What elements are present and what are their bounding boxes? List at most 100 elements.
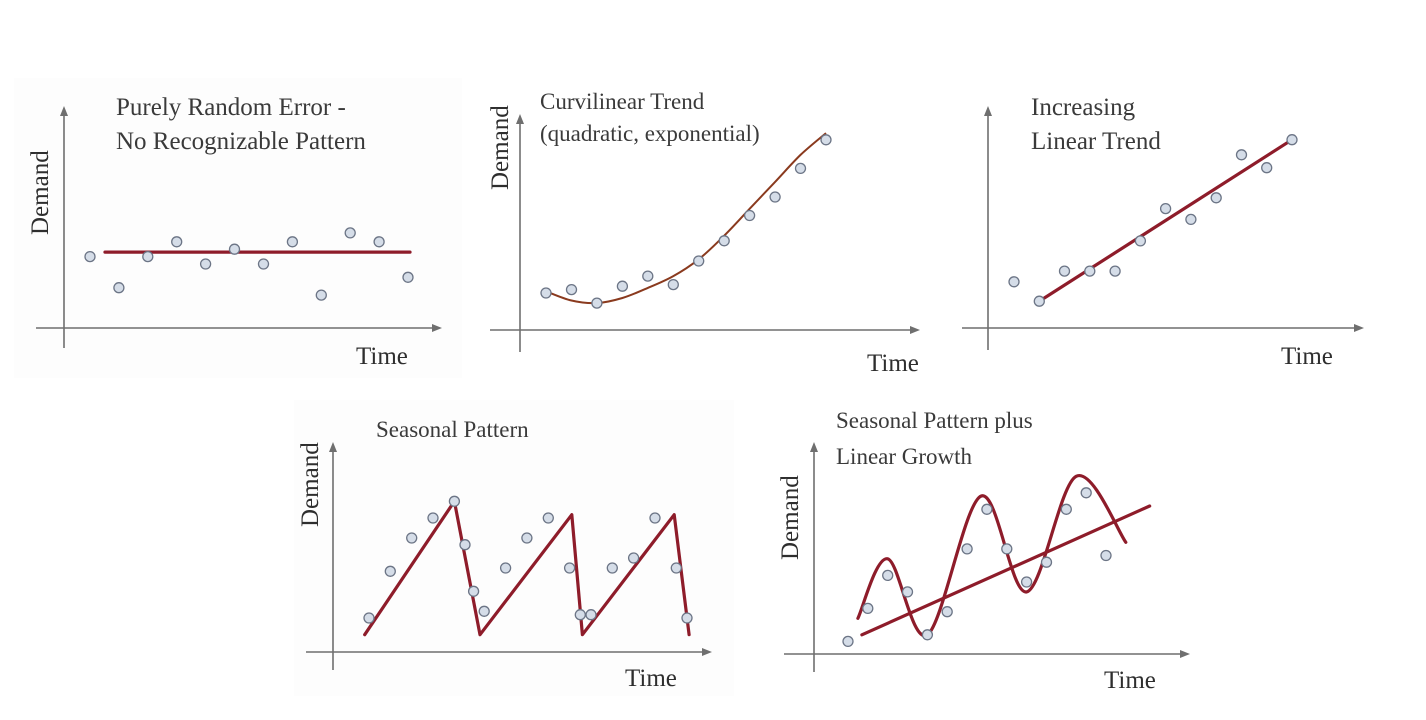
x-axis-label: Time — [867, 350, 919, 377]
panel-curvilinear-trend: Curvilinear Trend (quadratic, exponentia… — [487, 89, 920, 377]
data-point — [286, 236, 299, 248]
data-point — [540, 287, 552, 299]
data-point — [1060, 503, 1072, 515]
data-point — [406, 532, 418, 544]
data-point — [467, 585, 480, 597]
data-point — [315, 289, 327, 301]
data-point — [585, 609, 597, 621]
seasonal-wave — [856, 474, 1128, 638]
data-point — [882, 569, 894, 582]
data-point — [521, 532, 533, 544]
trend-curve — [545, 132, 827, 305]
y-axis-label: Demand — [487, 105, 514, 190]
data-point — [1033, 295, 1045, 307]
data-point — [257, 258, 270, 270]
trend-line — [1037, 138, 1294, 303]
data-point — [384, 565, 396, 577]
data-point — [627, 552, 640, 564]
y-axis-arrow — [984, 106, 992, 116]
data-point — [1084, 265, 1096, 277]
data-point — [84, 250, 96, 263]
y-axis-arrow — [60, 106, 68, 116]
data-point — [574, 609, 586, 621]
panel-seasonal-pattern: Seasonal Pattern Demand Time — [297, 417, 712, 692]
data-point — [228, 243, 241, 255]
panel-bg-seasonal — [294, 400, 734, 696]
data-point — [427, 512, 439, 524]
x-axis-label: Time — [1104, 667, 1156, 694]
data-point — [1040, 556, 1053, 568]
data-point — [563, 562, 576, 574]
x-axis-arrow — [1354, 324, 1364, 332]
data-point — [961, 543, 973, 555]
y-axis-label: Demand — [777, 475, 804, 560]
data-point — [1109, 265, 1121, 277]
data-point — [448, 495, 461, 507]
title-line-1: Curvilinear Trend — [540, 89, 705, 114]
title-line-1: Increasing — [1031, 94, 1136, 121]
title-line-1: Seasonal Pattern plus — [836, 408, 1033, 433]
data-point — [718, 235, 730, 247]
data-point — [1008, 276, 1020, 288]
data-point — [363, 612, 375, 624]
data-point — [565, 283, 578, 296]
data-point — [344, 227, 356, 239]
data-point — [402, 271, 414, 283]
title-line-2: Linear Growth — [836, 444, 973, 469]
panel-seasonal-growth: Seasonal Pattern plus Linear Growth Dema… — [777, 408, 1190, 694]
data-point — [941, 606, 953, 618]
y-axis-arrow — [810, 442, 818, 452]
y-axis-label: Demand — [27, 150, 54, 235]
data-point — [1100, 549, 1112, 562]
title-line-2: No Recognizable Pattern — [116, 128, 366, 155]
data-point — [199, 258, 212, 270]
data-point — [171, 236, 183, 248]
data-point — [373, 236, 385, 248]
data-point — [642, 270, 654, 282]
data-point — [667, 278, 679, 291]
data-point — [1134, 235, 1147, 247]
data-point — [693, 255, 705, 267]
trend-line — [860, 504, 1152, 637]
data-point — [743, 209, 756, 222]
data-point — [1058, 265, 1071, 277]
data-point — [478, 605, 490, 617]
x-axis-arrow — [1180, 650, 1190, 658]
data-point — [1286, 134, 1298, 146]
data-point — [862, 602, 874, 615]
y-axis-label: Demand — [297, 442, 324, 527]
title-line-2: (quadratic, exponential) — [540, 121, 760, 146]
data-point — [1185, 213, 1197, 226]
x-axis-arrow — [910, 326, 920, 334]
data-point — [842, 635, 854, 648]
data-point — [1210, 192, 1222, 204]
data-point — [1159, 202, 1172, 215]
x-axis-label: Time — [625, 665, 677, 692]
data-point — [542, 512, 554, 524]
data-point — [649, 512, 661, 524]
x-axis-label: Time — [356, 343, 408, 370]
data-point — [459, 539, 471, 551]
data-point — [1001, 543, 1013, 555]
data-point — [1080, 487, 1092, 499]
data-point — [499, 562, 512, 574]
x-axis-arrow — [702, 648, 712, 656]
data-point — [681, 612, 693, 624]
data-point — [769, 191, 781, 203]
data-point — [921, 629, 934, 641]
x-axis-label: Time — [1281, 343, 1333, 370]
panel-linear-trend: Increasing Linear Trend Time — [962, 94, 1364, 370]
data-point — [1261, 162, 1273, 174]
data-point — [794, 162, 807, 175]
data-point — [981, 503, 993, 515]
data-point — [606, 562, 618, 574]
data-point — [591, 297, 603, 309]
title-line-1: Seasonal Pattern — [376, 417, 529, 442]
title-line-1: Purely Random Error - — [116, 94, 346, 121]
data-point — [901, 586, 914, 598]
y-axis-arrow — [329, 442, 337, 452]
x-axis-arrow — [432, 324, 442, 332]
panel-bg-random — [14, 78, 462, 378]
panel-random-error: Purely Random Error - No Recognizable Pa… — [27, 94, 442, 370]
